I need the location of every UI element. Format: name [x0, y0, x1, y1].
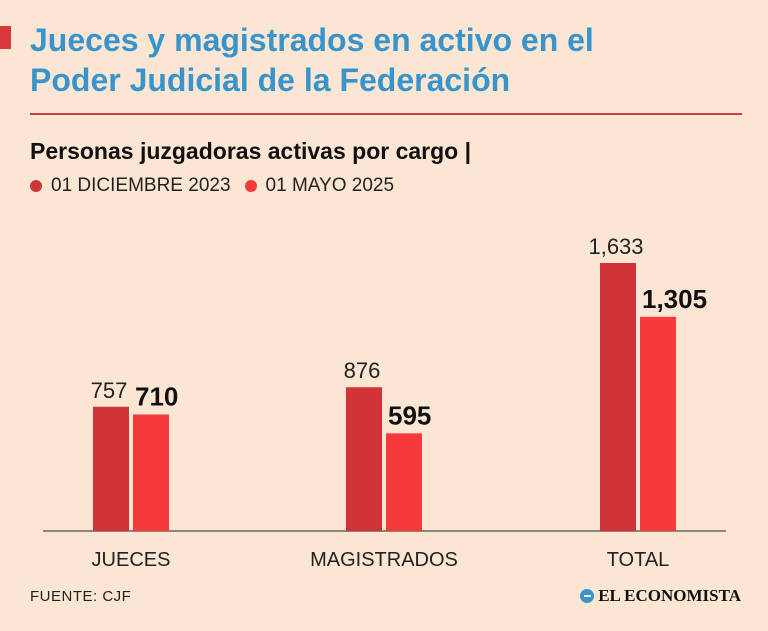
data-label-total-2025: 1,305	[642, 284, 707, 314]
category-label-total: TOTAL	[607, 549, 670, 571]
title-divider	[30, 113, 742, 115]
brand-name: EL ECONOMISTA	[598, 586, 741, 605]
title-accent-bar	[0, 26, 11, 49]
legend-item-2025: 01 MAYO 2025	[244, 175, 395, 197]
data-label-magistrados-2025: 595	[388, 400, 431, 430]
chart-title-line-1: Jueces y magistrados en activo en el	[30, 22, 594, 58]
bar-total-2025	[640, 316, 676, 531]
chart-title: Jueces y magistrados en activo en el Pod…	[30, 20, 750, 100]
data-label-total-2023: 1,633	[588, 234, 643, 259]
legend: 01 DICIEMBRE 2023 01 MAYO 2025	[30, 175, 408, 197]
legend-label-2023: 01 DICIEMBRE 2023	[51, 175, 231, 196]
data-label-magistrados-2023: 876	[344, 358, 381, 383]
data-label-jueces-2023: 757	[91, 378, 128, 403]
bar-magistrados-2023	[346, 387, 382, 531]
legend-dot-2025	[244, 180, 257, 192]
bar-magistrados-2025	[386, 433, 422, 531]
chart-title-line-2: Poder Judicial de la Federación	[30, 62, 511, 98]
bar-total-2023	[600, 263, 636, 531]
data-label-jueces-2025: 710	[135, 381, 178, 411]
legend-dot-2023	[30, 180, 42, 192]
bar-jueces-2023	[93, 406, 129, 531]
legend-item-2023: 01 DICIEMBRE 2023	[30, 175, 231, 197]
category-label-jueces: JUECES	[92, 549, 171, 571]
brand-icon	[580, 589, 595, 603]
chart-subtitle: Personas juzgadoras activas por cargo |	[30, 138, 472, 164]
source-note: FUENTE: CJF	[30, 588, 132, 605]
category-label-magistrados: MAGISTRADOS	[310, 549, 458, 571]
bar-jueces-2025	[133, 414, 169, 531]
legend-label-2025: 01 MAYO 2025	[265, 175, 395, 196]
brand-logo: EL ECONOMISTA	[580, 586, 741, 606]
